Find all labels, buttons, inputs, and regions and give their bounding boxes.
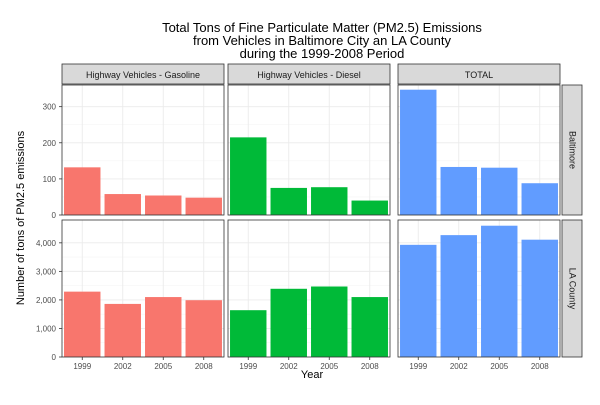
y-tick-label: 1,000: [36, 324, 57, 333]
chart-title-line-3: during the 1999-2008 Period: [240, 46, 405, 61]
x-tick-label: 2002: [280, 362, 298, 371]
bar-baltimore-2-1999: [230, 137, 267, 215]
y-tick-label: 0: [52, 353, 57, 362]
panel-border: [397, 84, 561, 216]
bar-baltimore-3-1999: [400, 89, 437, 215]
y-tick-label: 0: [52, 211, 57, 220]
panel-border: [227, 84, 391, 216]
y-tick-label: 100: [43, 175, 57, 184]
x-axis-title: Year: [301, 369, 324, 381]
bar-baltimore-1-2002: [104, 194, 141, 215]
bar-baltimore-3-2005: [481, 167, 518, 215]
bar-la-county-3-2002: [440, 235, 477, 357]
bar-baltimore-3-2008: [521, 183, 558, 215]
chart-title-line-2: from Vehicles in Baltimore City an LA Co…: [193, 33, 451, 48]
facet-strip-3: [397, 63, 561, 85]
row-strip-2: [561, 219, 583, 358]
y-tick-label: 300: [43, 103, 57, 112]
facet-strip-2: [227, 63, 391, 85]
row-strip-1: [561, 84, 583, 216]
panel-border: [61, 84, 225, 216]
facet-strip-label-3: TOTAL: [465, 70, 493, 80]
bar-baltimore-2-2008: [351, 200, 388, 215]
row-strip-label-1: Baltimore: [568, 131, 578, 169]
y-axis-title: Number of tons of PM2.5 emissions: [15, 130, 27, 305]
row-strip-label-2: LA County: [568, 268, 578, 310]
x-tick-label: 2002: [450, 362, 468, 371]
panel-border: [227, 219, 391, 358]
facet-strip-label-2: Highway Vehicles - Diesel: [257, 70, 361, 80]
y-tick-label: 2,000: [36, 296, 57, 305]
bar-la-county-3-2005: [481, 225, 518, 357]
bar-la-county-3-1999: [400, 244, 437, 357]
bar-baltimore-1-2008: [185, 197, 222, 215]
facet-strip-1: [61, 63, 225, 85]
y-tick-label: 200: [43, 139, 57, 148]
panel-border: [61, 219, 225, 358]
bar-la-county-1-2002: [104, 303, 141, 357]
x-tick-label: 1999: [73, 362, 91, 371]
bar-la-county-1-2008: [185, 300, 222, 357]
bar-la-county-2-2002: [270, 288, 307, 357]
bar-baltimore-2-2005: [311, 187, 348, 215]
y-tick-label: 4,000: [36, 239, 57, 248]
bar-baltimore-1-2005: [145, 195, 182, 215]
facet-strip-label-1: Highway Vehicles - Gasoline: [86, 70, 200, 80]
x-tick-label: 2008: [531, 362, 549, 371]
x-tick-label: 2008: [195, 362, 213, 371]
x-tick-label: 2005: [490, 362, 508, 371]
panel-border: [397, 219, 561, 358]
bar-la-county-2-2005: [311, 286, 348, 357]
x-tick-label: 2005: [154, 362, 172, 371]
bar-la-county-1-1999: [64, 291, 101, 357]
bar-la-county-2-2008: [351, 297, 388, 357]
bar-baltimore-1-1999: [64, 167, 101, 215]
x-tick-label: 2008: [361, 362, 379, 371]
bar-la-county-3-2008: [521, 239, 558, 357]
x-tick-label: 2005: [320, 362, 338, 371]
x-tick-label: 2002: [114, 362, 132, 371]
bar-baltimore-3-2002: [440, 166, 477, 215]
chart-title-line-1: Total Tons of Fine Particulate Matter (P…: [162, 20, 482, 35]
y-tick-label: 3,000: [36, 267, 57, 276]
bar-baltimore-2-2002: [270, 187, 307, 215]
bar-la-county-2-1999: [230, 310, 267, 357]
bar-la-county-1-2005: [145, 297, 182, 357]
x-tick-label: 1999: [409, 362, 427, 371]
x-tick-label: 1999: [239, 362, 257, 371]
